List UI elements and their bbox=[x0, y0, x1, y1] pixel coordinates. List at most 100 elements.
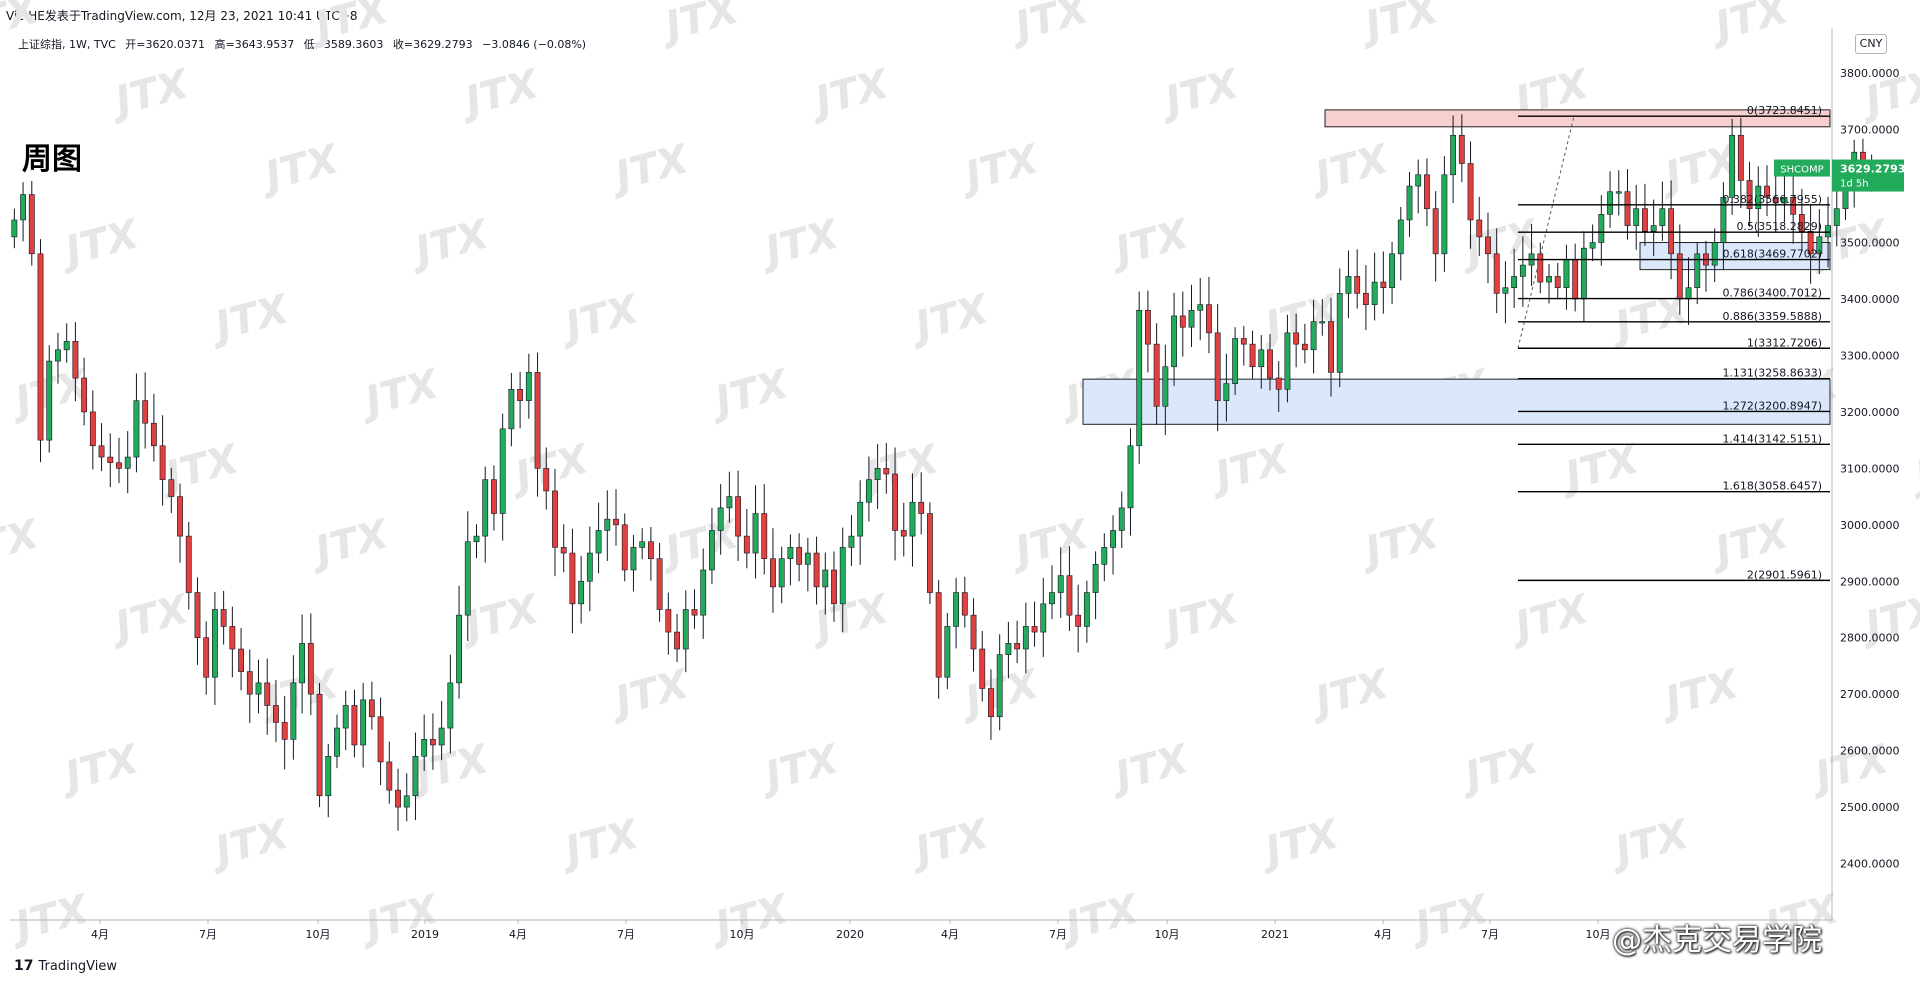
watermark-text: JTX bbox=[54, 211, 145, 277]
candle-body bbox=[491, 479, 497, 514]
candle-body bbox=[1694, 253, 1701, 288]
candle-body bbox=[961, 592, 968, 616]
watermark-text: JTX bbox=[304, 511, 395, 577]
candle-body bbox=[1206, 304, 1212, 334]
candle-body bbox=[63, 341, 70, 351]
watermark-credit: @杰克交易学院 bbox=[1612, 923, 1822, 958]
candle-body bbox=[1790, 197, 1797, 215]
price-axis-tick: 3400.0000 bbox=[1840, 293, 1900, 306]
candle-body bbox=[1711, 242, 1718, 266]
watermark-text: JTX bbox=[1154, 586, 1245, 652]
candle-body bbox=[1642, 208, 1648, 232]
candle-body bbox=[700, 569, 707, 616]
currency-button[interactable]: CNY bbox=[1855, 34, 1887, 54]
watermark-text: JTX bbox=[1704, 0, 1795, 51]
candle-body bbox=[290, 682, 297, 740]
candle-body bbox=[552, 490, 558, 548]
time-axis-tick: 10月 bbox=[1586, 928, 1611, 941]
time-axis-tick: 4月 bbox=[1374, 928, 1392, 941]
watermark-text: JTX bbox=[1004, 511, 1095, 577]
candle-body bbox=[438, 727, 445, 746]
candle-body bbox=[1624, 191, 1631, 226]
candle-body bbox=[909, 501, 916, 537]
candle-body bbox=[996, 654, 1003, 718]
candle-body bbox=[360, 699, 367, 746]
candle-body bbox=[944, 626, 951, 678]
candle-body bbox=[770, 558, 776, 588]
candle-body bbox=[621, 524, 628, 571]
candle-body bbox=[28, 194, 35, 255]
watermark-text: JTX bbox=[1104, 736, 1195, 802]
price-axis-tick: 3800.0000 bbox=[1840, 67, 1900, 80]
watermark-text: JTX bbox=[654, 511, 745, 577]
candle-body bbox=[743, 535, 750, 554]
candle-body bbox=[1781, 197, 1788, 204]
watermark-text: JTX bbox=[1404, 886, 1495, 952]
candle-body bbox=[1485, 236, 1491, 255]
candle-body bbox=[1057, 575, 1064, 593]
candle-body bbox=[595, 530, 602, 554]
candle-body bbox=[1406, 185, 1413, 221]
candle-body bbox=[124, 456, 131, 469]
candle-body bbox=[935, 592, 942, 678]
candle-body bbox=[1737, 134, 1744, 181]
price-axis-tick: 3100.0000 bbox=[1840, 462, 1900, 475]
price-axis-tick: 2600.0000 bbox=[1840, 745, 1900, 758]
candle-body bbox=[421, 739, 428, 757]
candle-body bbox=[892, 473, 898, 531]
open-value: 开=3620.0371 bbox=[125, 38, 205, 51]
symbol-tag-label: SHCOMP bbox=[1780, 165, 1823, 176]
candle-body bbox=[1650, 225, 1657, 232]
candle-body bbox=[150, 422, 157, 447]
candle-body bbox=[37, 253, 44, 441]
candle-body bbox=[569, 552, 576, 605]
candle-body bbox=[543, 468, 550, 492]
watermark-text: JTX bbox=[404, 211, 495, 277]
candle-body bbox=[342, 705, 349, 729]
fib-level-label: 0.886(3359.5888) bbox=[1722, 310, 1822, 323]
candle-body bbox=[831, 569, 837, 605]
fib-anchor-line bbox=[1517, 116, 1575, 349]
watermark-text: JTX bbox=[1654, 661, 1745, 727]
candle-body bbox=[1833, 208, 1840, 226]
candle-body bbox=[334, 727, 340, 757]
candle-body bbox=[1162, 366, 1169, 407]
candle-body bbox=[1764, 185, 1770, 198]
candle-body bbox=[499, 428, 506, 514]
candle-body bbox=[900, 530, 907, 537]
candle-body bbox=[1493, 253, 1500, 294]
candle-body bbox=[1572, 259, 1579, 300]
candle-body bbox=[1240, 338, 1247, 345]
candle-body bbox=[1110, 530, 1116, 548]
candle-body bbox=[1633, 208, 1640, 226]
candle-body bbox=[89, 411, 96, 447]
candle-body bbox=[142, 400, 149, 424]
candle-body bbox=[804, 552, 811, 565]
price-axis-tick: 3500.0000 bbox=[1840, 237, 1900, 250]
candle-body bbox=[1589, 242, 1596, 249]
candle-body bbox=[988, 688, 994, 718]
candle-body bbox=[473, 535, 480, 543]
watermark-text: JTX bbox=[0, 0, 45, 51]
candle-body bbox=[586, 552, 593, 582]
price-axis-tick: 2900.0000 bbox=[1840, 575, 1900, 588]
candle-body bbox=[386, 761, 393, 791]
watermark-text: JTX bbox=[304, 0, 395, 51]
symbol-name[interactable]: 上证综指, 1W, TVC bbox=[18, 38, 116, 51]
fib-level-label: 1.414(3142.5151) bbox=[1722, 432, 1822, 445]
time-axis-tick: 10月 bbox=[1155, 928, 1180, 941]
candle-body bbox=[1546, 276, 1552, 283]
candle-body bbox=[1580, 247, 1587, 300]
candle-body bbox=[647, 541, 654, 559]
candle-body bbox=[351, 705, 358, 746]
candle-body bbox=[281, 722, 288, 740]
candle-body bbox=[395, 789, 401, 808]
fib-level-label: 0(3723.8451) bbox=[1747, 104, 1822, 117]
watermark-text: JTX bbox=[354, 886, 445, 952]
tradingview-logo[interactable]: 𝟭𝟳 TradingView bbox=[14, 958, 117, 974]
candle-body bbox=[203, 637, 210, 678]
candle-body bbox=[865, 479, 872, 503]
candle-body bbox=[447, 682, 454, 729]
candle-body bbox=[116, 462, 122, 469]
